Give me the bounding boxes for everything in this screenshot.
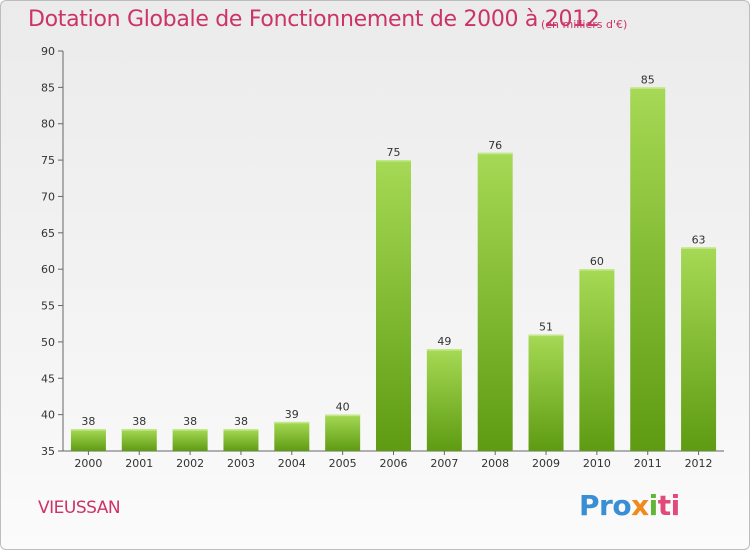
x-tick-label-2005: 2005 xyxy=(329,457,357,470)
y-tick-label: 35 xyxy=(41,445,55,458)
value-label-2011: 85 xyxy=(641,73,655,86)
value-label-2004: 39 xyxy=(285,408,299,421)
x-tick-label-2007: 2007 xyxy=(430,457,458,470)
value-label-2000: 38 xyxy=(81,415,95,428)
logo-part-4: ti xyxy=(657,489,680,522)
bar-2008 xyxy=(477,152,513,451)
bar-2006 xyxy=(376,160,411,451)
chart-title: Dotation Globale de Fonctionnement de 20… xyxy=(28,7,600,32)
logo-part-3: i xyxy=(648,489,659,522)
bar-highlight xyxy=(681,247,717,249)
y-tick-label: 85 xyxy=(41,81,55,94)
x-tick-label-2009: 2009 xyxy=(532,457,560,470)
bar-highlight xyxy=(325,414,361,417)
bar-highlight xyxy=(121,429,157,431)
bar-highlight xyxy=(70,429,106,431)
value-label-2005: 40 xyxy=(336,401,350,414)
logo-part-1: Pro xyxy=(579,489,632,522)
x-tick-label-2002: 2002 xyxy=(176,457,204,470)
bar-highlight xyxy=(579,269,615,271)
bar-2001 xyxy=(121,429,157,451)
x-tick-label-2003: 2003 xyxy=(227,457,255,470)
y-tick-label: 40 xyxy=(41,409,55,422)
bar-2010 xyxy=(579,269,615,451)
bar-2003 xyxy=(223,429,259,451)
y-tick-label: 70 xyxy=(41,190,55,203)
value-label-2008: 76 xyxy=(488,139,502,152)
value-label-2009: 51 xyxy=(539,321,553,334)
y-tick-label: 90 xyxy=(41,45,55,58)
y-tick-label: 65 xyxy=(41,227,55,240)
value-label-2006: 75 xyxy=(387,146,401,159)
bar-2009 xyxy=(528,334,564,451)
bar-highlight xyxy=(477,152,513,155)
bar-highlight xyxy=(274,421,310,424)
x-tick-label-2011: 2011 xyxy=(634,457,662,470)
x-tick-label-2004: 2004 xyxy=(278,457,306,470)
bar-2004 xyxy=(274,421,310,451)
y-tick-label: 80 xyxy=(41,118,55,131)
bars-layer: 38 38 38 38 39 40 75 49 76 51 60 85 63 xyxy=(70,73,717,451)
value-label-2003: 38 xyxy=(234,415,248,428)
bar-highlight xyxy=(630,87,666,89)
y-tick-label: 50 xyxy=(41,336,55,349)
bar-highlight xyxy=(426,349,462,351)
x-tick-label-2008: 2008 xyxy=(481,457,509,470)
bar-2000 xyxy=(70,429,106,451)
bar-2011 xyxy=(630,87,666,451)
y-tick-label: 75 xyxy=(41,154,55,167)
bar-highlight xyxy=(528,334,564,337)
value-label-2010: 60 xyxy=(590,255,604,268)
y-tick-label: 45 xyxy=(41,372,55,385)
value-label-2002: 38 xyxy=(183,415,197,428)
value-label-2001: 38 xyxy=(132,415,146,428)
proxiti-logo: Proxiti xyxy=(579,489,680,522)
bar-2007 xyxy=(426,349,462,451)
bar-highlight xyxy=(172,429,208,431)
bar-highlight xyxy=(376,160,411,162)
bar-2005 xyxy=(325,414,361,451)
x-tick-label-2006: 2006 xyxy=(380,457,408,470)
x-tick-label-2012: 2012 xyxy=(685,457,713,470)
bar-2012 xyxy=(681,247,717,451)
logo-part-2: x xyxy=(631,489,649,522)
y-tick-label: 60 xyxy=(41,263,55,276)
axis-layer: 35 40 45 50 55 60 65 70 75 80 85 90 2000 2001 2002 2003… xyxy=(41,45,724,470)
x-tick-label-2000: 2000 xyxy=(74,457,102,470)
y-tick-label: 55 xyxy=(41,300,55,313)
chart-unit: (en milliers d'€) xyxy=(541,18,628,31)
value-label-2007: 49 xyxy=(437,335,451,348)
commune-name: VIEUSSAN xyxy=(38,498,121,518)
bar-highlight xyxy=(223,429,259,431)
x-tick-label-2001: 2001 xyxy=(125,457,153,470)
value-label-2012: 63 xyxy=(692,233,706,246)
x-tick-label-2010: 2010 xyxy=(583,457,611,470)
bar-2002 xyxy=(172,429,208,451)
